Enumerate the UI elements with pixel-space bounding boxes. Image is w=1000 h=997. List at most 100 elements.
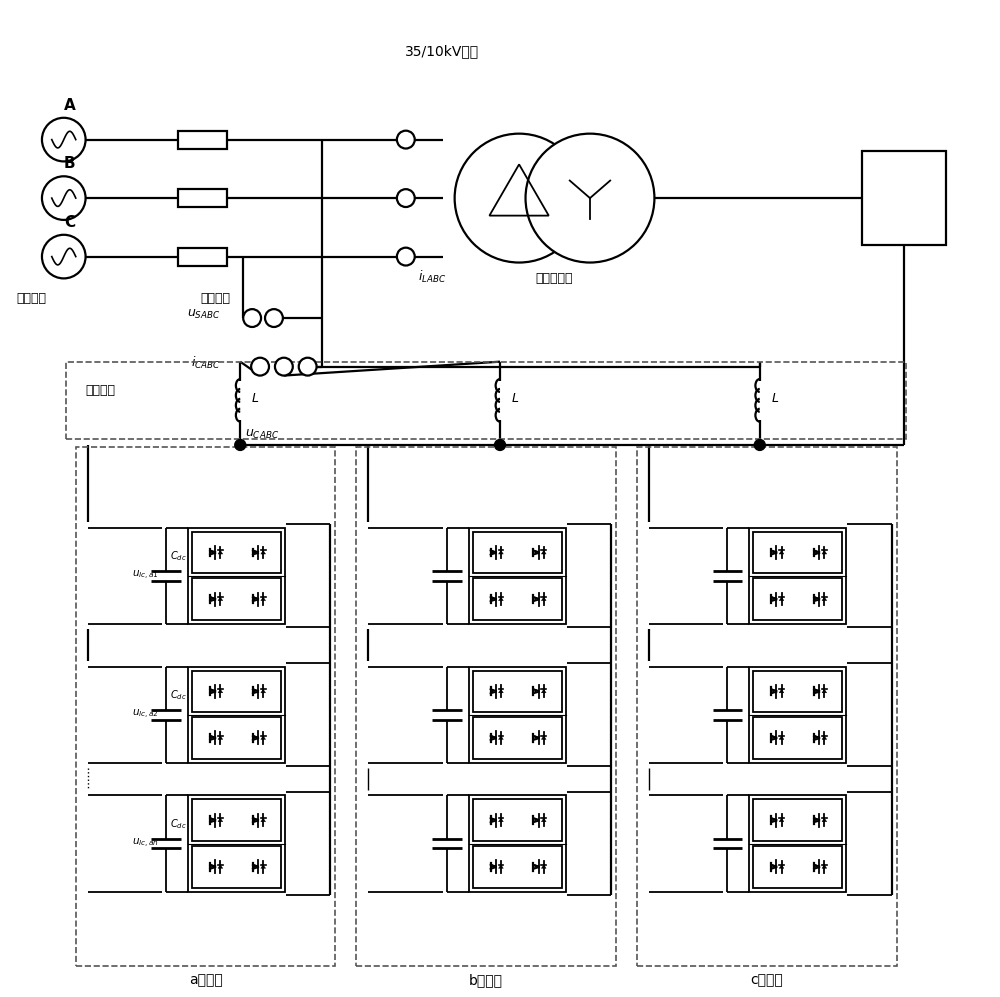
- Bar: [469, 796, 566, 891]
- Bar: [862, 151, 946, 245]
- Polygon shape: [815, 864, 819, 868]
- Bar: [178, 247, 227, 265]
- Circle shape: [42, 118, 86, 162]
- Text: C: C: [64, 214, 75, 230]
- Bar: [473, 671, 562, 712]
- Bar: [749, 796, 846, 891]
- Polygon shape: [815, 736, 819, 739]
- Polygon shape: [499, 597, 503, 600]
- Polygon shape: [492, 818, 496, 822]
- Circle shape: [397, 247, 415, 265]
- Polygon shape: [541, 550, 546, 554]
- Polygon shape: [218, 689, 223, 693]
- Circle shape: [42, 234, 86, 278]
- Text: 配电变压器: 配电变压器: [536, 272, 573, 285]
- Bar: [178, 131, 227, 149]
- Polygon shape: [535, 596, 539, 600]
- Bar: [753, 671, 842, 712]
- Circle shape: [275, 358, 293, 376]
- Circle shape: [299, 358, 317, 376]
- Text: $L$: $L$: [771, 392, 779, 405]
- Polygon shape: [815, 550, 819, 553]
- Polygon shape: [535, 689, 539, 692]
- Polygon shape: [211, 550, 215, 553]
- Polygon shape: [779, 736, 784, 740]
- Polygon shape: [815, 818, 819, 822]
- Polygon shape: [772, 689, 776, 692]
- Polygon shape: [254, 689, 258, 692]
- Polygon shape: [541, 597, 546, 600]
- Polygon shape: [815, 689, 819, 692]
- Polygon shape: [822, 736, 827, 740]
- Text: $L$: $L$: [251, 392, 259, 405]
- Text: $u_{lc,a1}$: $u_{lc,a1}$: [132, 569, 158, 582]
- Polygon shape: [218, 736, 223, 740]
- Polygon shape: [815, 596, 819, 600]
- Polygon shape: [822, 864, 827, 868]
- Circle shape: [235, 440, 246, 451]
- Circle shape: [397, 189, 415, 207]
- Polygon shape: [218, 597, 223, 600]
- Polygon shape: [779, 689, 784, 693]
- Polygon shape: [499, 689, 503, 693]
- Polygon shape: [261, 819, 266, 822]
- Polygon shape: [541, 864, 546, 868]
- Text: B: B: [64, 157, 76, 171]
- Bar: [469, 527, 566, 624]
- Polygon shape: [499, 819, 503, 822]
- Bar: [469, 667, 566, 763]
- Circle shape: [754, 440, 765, 451]
- Polygon shape: [218, 864, 223, 868]
- Text: $C_{dc}$: $C_{dc}$: [170, 817, 187, 831]
- Polygon shape: [535, 736, 539, 739]
- Polygon shape: [772, 818, 776, 822]
- Text: 三相电源: 三相电源: [16, 292, 46, 305]
- Text: 连接电抗: 连接电抗: [86, 384, 116, 397]
- Text: A: A: [64, 98, 76, 113]
- Polygon shape: [254, 818, 258, 822]
- Polygon shape: [254, 596, 258, 600]
- Bar: [753, 800, 842, 841]
- Polygon shape: [211, 818, 215, 822]
- Polygon shape: [535, 550, 539, 553]
- Bar: [188, 667, 285, 763]
- Bar: [192, 671, 281, 712]
- Bar: [753, 578, 842, 620]
- Text: $u_{lc,an}$: $u_{lc,an}$: [132, 836, 158, 850]
- Circle shape: [243, 309, 261, 327]
- Text: c相模块: c相模块: [750, 973, 783, 987]
- Polygon shape: [779, 550, 784, 554]
- Circle shape: [265, 309, 283, 327]
- Polygon shape: [211, 736, 215, 739]
- Text: $u_{CABC}$: $u_{CABC}$: [245, 428, 279, 441]
- Bar: [76, 447, 335, 966]
- Polygon shape: [779, 819, 784, 822]
- Text: b相模块: b相模块: [469, 973, 503, 987]
- Polygon shape: [541, 689, 546, 693]
- Bar: [356, 447, 616, 966]
- Polygon shape: [492, 550, 496, 553]
- Text: a相模块: a相模块: [189, 973, 222, 987]
- Bar: [473, 800, 562, 841]
- Bar: [192, 531, 281, 573]
- Bar: [192, 846, 281, 887]
- Polygon shape: [211, 864, 215, 868]
- Polygon shape: [492, 736, 496, 739]
- Polygon shape: [822, 689, 827, 693]
- Polygon shape: [541, 819, 546, 822]
- Bar: [637, 447, 897, 966]
- Polygon shape: [254, 736, 258, 739]
- Circle shape: [251, 358, 269, 376]
- Bar: [192, 800, 281, 841]
- Text: $u_{lc,a2}$: $u_{lc,a2}$: [132, 708, 158, 721]
- Polygon shape: [492, 689, 496, 692]
- Polygon shape: [211, 596, 215, 600]
- Bar: [188, 527, 285, 624]
- Circle shape: [455, 134, 584, 262]
- Polygon shape: [261, 736, 266, 740]
- Bar: [473, 531, 562, 573]
- Polygon shape: [261, 597, 266, 600]
- Bar: [192, 717, 281, 759]
- Polygon shape: [535, 864, 539, 868]
- Polygon shape: [261, 550, 266, 554]
